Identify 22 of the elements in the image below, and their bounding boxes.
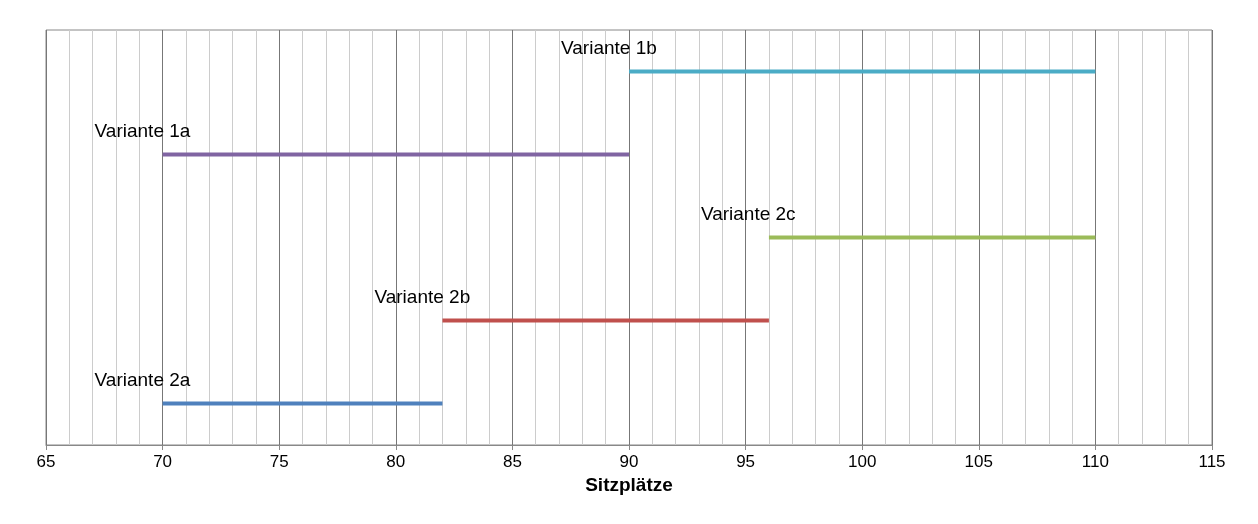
annotation: Variante 2a [94,368,191,390]
x-tick-label: 105 [964,452,993,471]
x-tick-label: 90 [619,452,639,471]
x-tick-label: 65 [36,452,56,471]
x-tick-label: 85 [502,452,522,471]
x-tick-label: 115 [1198,452,1226,471]
annotation: Variante 2c [700,202,796,224]
x-tick-label: 70 [153,452,173,471]
annotation: Variante 1b [561,36,657,58]
x-axis-title: Sitzplätze [585,474,673,495]
x-tick-label: 80 [386,452,406,471]
bar [768,235,1096,240]
x-tick-label: 75 [269,452,289,471]
bar [442,318,769,323]
x-tick-label: 110 [1081,452,1109,471]
bar [162,152,629,157]
x-tick-label: 100 [848,452,877,471]
bar [162,401,443,406]
x-tick-label: 95 [736,452,756,471]
annotation: Variante 1a [94,119,191,141]
bar [629,69,1096,74]
annotation: Variante 2b [374,285,471,307]
